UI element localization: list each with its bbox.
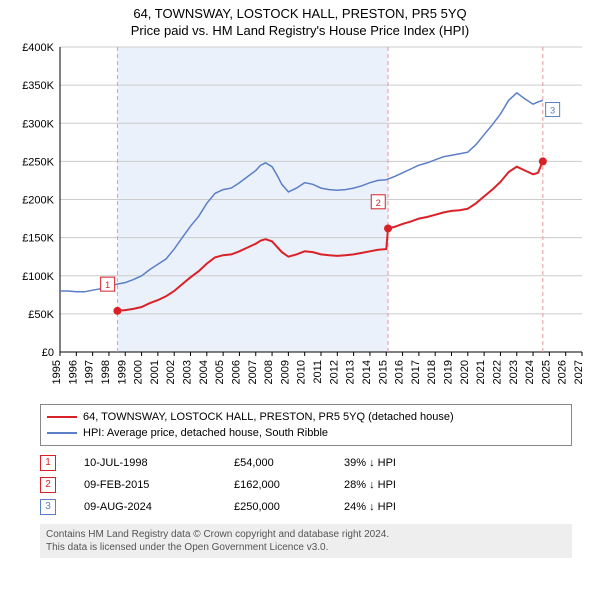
svg-text:2025: 2025 — [540, 360, 552, 384]
sales-table: 1 10-JUL-1998 £54,000 39% ↓ HPI 2 09-FEB… — [40, 452, 572, 518]
svg-text:2001: 2001 — [149, 360, 161, 384]
svg-text:2003: 2003 — [182, 360, 194, 384]
svg-text:1996: 1996 — [67, 360, 79, 384]
sales-delta-3: 24% ↓ HPI — [344, 501, 396, 513]
svg-text:1: 1 — [105, 280, 110, 290]
svg-text:£150K: £150K — [22, 233, 54, 245]
svg-text:2016: 2016 — [394, 360, 406, 384]
legend-label-property: 64, TOWNSWAY, LOSTOCK HALL, PRESTON, PR5… — [83, 411, 454, 423]
svg-text:1999: 1999 — [116, 360, 128, 384]
svg-text:£400K: £400K — [22, 42, 54, 54]
svg-text:2013: 2013 — [345, 360, 357, 384]
legend-swatch-hpi — [47, 432, 77, 434]
sales-badge-1: 1 — [40, 455, 56, 471]
svg-text:2018: 2018 — [426, 360, 438, 384]
legend-label-hpi: HPI: Average price, detached house, Sout… — [83, 427, 328, 439]
svg-text:2009: 2009 — [279, 360, 291, 384]
sales-delta-1: 39% ↓ HPI — [344, 457, 396, 469]
title-subtitle: Price paid vs. HM Land Registry's House … — [0, 23, 600, 38]
svg-text:2015: 2015 — [377, 360, 389, 384]
chart-container: 64, TOWNSWAY, LOSTOCK HALL, PRESTON, PR5… — [0, 0, 600, 590]
legend-swatch-property — [47, 416, 77, 418]
sales-price-2: £162,000 — [234, 479, 344, 491]
title-address: 64, TOWNSWAY, LOSTOCK HALL, PRESTON, PR5… — [0, 6, 600, 21]
svg-text:1995: 1995 — [51, 360, 63, 384]
sales-price-1: £54,000 — [234, 457, 344, 469]
svg-text:1998: 1998 — [100, 360, 112, 384]
sales-date-2: 09-FEB-2015 — [84, 479, 234, 491]
svg-text:2011: 2011 — [312, 360, 324, 384]
sales-badge-2: 2 — [40, 477, 56, 493]
sales-row-3: 3 09-AUG-2024 £250,000 24% ↓ HPI — [40, 496, 572, 518]
svg-text:£0: £0 — [42, 347, 54, 359]
footer-line2: This data is licensed under the Open Gov… — [46, 541, 566, 554]
svg-text:2014: 2014 — [361, 360, 373, 384]
svg-text:£350K: £350K — [22, 80, 54, 92]
svg-text:£300K: £300K — [22, 118, 54, 130]
sales-price-3: £250,000 — [234, 501, 344, 513]
svg-text:1997: 1997 — [84, 360, 96, 384]
svg-text:2027: 2027 — [573, 360, 585, 384]
sales-delta-2: 28% ↓ HPI — [344, 479, 396, 491]
chart-area: £0 £50K £100K £150K £200K £250K £300K £350K £400… — [10, 42, 590, 402]
svg-text:2005: 2005 — [214, 360, 226, 384]
footer-line1: Contains HM Land Registry data © Crown c… — [46, 528, 566, 541]
svg-text:2024: 2024 — [524, 360, 536, 384]
svg-text:2: 2 — [376, 198, 381, 208]
svg-text:2004: 2004 — [198, 360, 210, 384]
svg-text:2026: 2026 — [557, 360, 569, 384]
svg-text:3: 3 — [550, 106, 555, 116]
svg-text:2006: 2006 — [230, 360, 242, 384]
svg-text:2012: 2012 — [328, 360, 340, 384]
svg-text:2021: 2021 — [475, 360, 487, 384]
sales-date-1: 10-JUL-1998 — [84, 457, 234, 469]
svg-text:2022: 2022 — [491, 360, 503, 384]
svg-text:2007: 2007 — [247, 360, 259, 384]
chart-svg: £0 £50K £100K £150K £200K £250K £300K £350K £400… — [10, 42, 590, 402]
svg-text:£50K: £50K — [28, 309, 54, 321]
legend-box: 64, TOWNSWAY, LOSTOCK HALL, PRESTON, PR5… — [40, 404, 572, 446]
svg-text:2017: 2017 — [410, 360, 422, 384]
sales-badge-3: 3 — [40, 499, 56, 515]
footer-attribution: Contains HM Land Registry data © Crown c… — [40, 524, 572, 558]
legend-row-hpi: HPI: Average price, detached house, Sout… — [47, 425, 565, 441]
svg-text:2023: 2023 — [508, 360, 520, 384]
svg-text:2008: 2008 — [263, 360, 275, 384]
svg-text:2000: 2000 — [133, 360, 145, 384]
sales-date-3: 09-AUG-2024 — [84, 501, 234, 513]
svg-text:2019: 2019 — [443, 360, 455, 384]
sales-row-2: 2 09-FEB-2015 £162,000 28% ↓ HPI — [40, 474, 572, 496]
legend-row-property: 64, TOWNSWAY, LOSTOCK HALL, PRESTON, PR5… — [47, 409, 565, 425]
sales-row-1: 1 10-JUL-1998 £54,000 39% ↓ HPI — [40, 452, 572, 474]
svg-text:£200K: £200K — [22, 195, 54, 207]
svg-text:2010: 2010 — [296, 360, 308, 384]
svg-text:2002: 2002 — [165, 360, 177, 384]
svg-text:£100K: £100K — [22, 271, 54, 283]
svg-text:£250K: £250K — [22, 156, 54, 168]
title-block: 64, TOWNSWAY, LOSTOCK HALL, PRESTON, PR5… — [0, 0, 600, 38]
svg-text:2020: 2020 — [459, 360, 471, 384]
